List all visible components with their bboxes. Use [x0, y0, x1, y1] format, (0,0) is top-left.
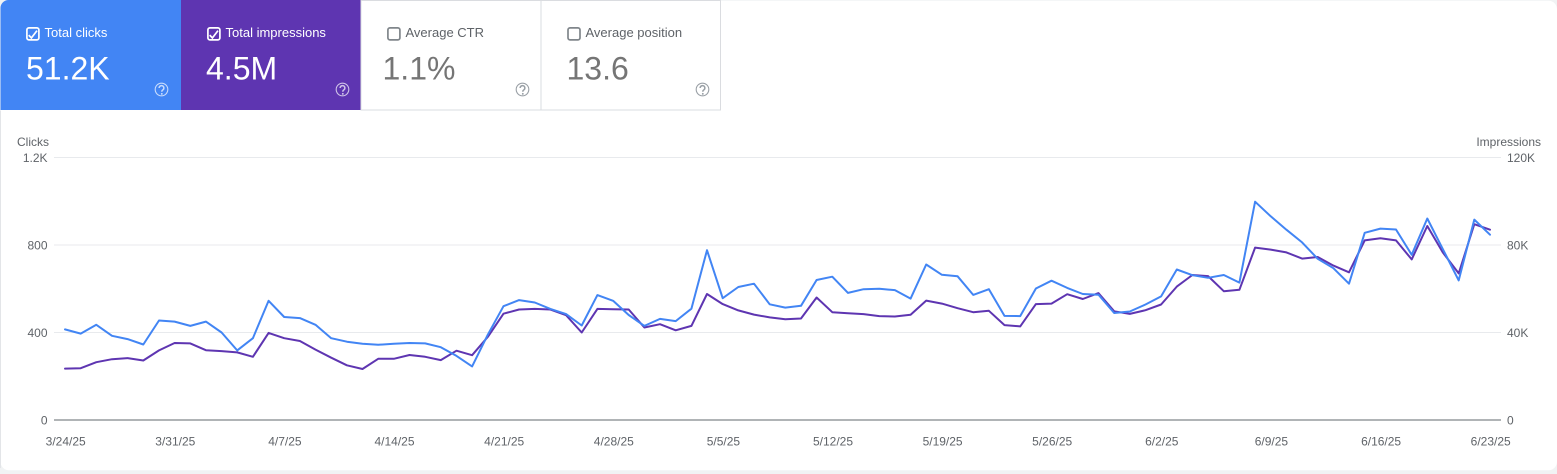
svg-text:0: 0 [41, 413, 48, 427]
svg-text:400: 400 [27, 326, 47, 340]
svg-text:13.6: 13.6 [567, 50, 629, 86]
svg-text:1.1%: 1.1% [383, 50, 456, 86]
svg-text:4/14/25: 4/14/25 [374, 434, 414, 448]
svg-text:4/7/25: 4/7/25 [268, 434, 302, 448]
svg-text:1.2K: 1.2K [23, 151, 48, 165]
svg-text:Average CTR: Average CTR [406, 25, 485, 40]
svg-text:5/12/25: 5/12/25 [813, 434, 853, 448]
svg-text:4/28/25: 4/28/25 [594, 434, 634, 448]
svg-text:4.5M: 4.5M [206, 50, 277, 86]
svg-text:800: 800 [27, 238, 47, 252]
svg-text:3/24/25: 3/24/25 [46, 434, 86, 448]
svg-text:80K: 80K [1507, 238, 1528, 252]
svg-text:Total clicks: Total clicks [45, 25, 108, 40]
svg-text:40K: 40K [1507, 326, 1528, 340]
svg-text:Impressions: Impressions [1476, 135, 1541, 149]
svg-text:6/16/25: 6/16/25 [1361, 434, 1401, 448]
svg-text:5/19/25: 5/19/25 [923, 434, 963, 448]
svg-text:Clicks: Clicks [17, 135, 49, 149]
svg-text:Total impressions: Total impressions [226, 25, 327, 40]
svg-text:6/2/25: 6/2/25 [1145, 434, 1179, 448]
svg-text:120K: 120K [1507, 151, 1535, 165]
svg-text:Average position: Average position [586, 25, 683, 40]
svg-text:4/21/25: 4/21/25 [484, 434, 524, 448]
svg-text:6/9/25: 6/9/25 [1255, 434, 1289, 448]
svg-text:51.2K: 51.2K [26, 50, 110, 86]
svg-text:5/26/25: 5/26/25 [1032, 434, 1072, 448]
svg-text:6/23/25: 6/23/25 [1471, 434, 1511, 448]
svg-text:5/5/25: 5/5/25 [707, 434, 741, 448]
svg-text:3/31/25: 3/31/25 [155, 434, 195, 448]
svg-text:0: 0 [1507, 413, 1514, 427]
